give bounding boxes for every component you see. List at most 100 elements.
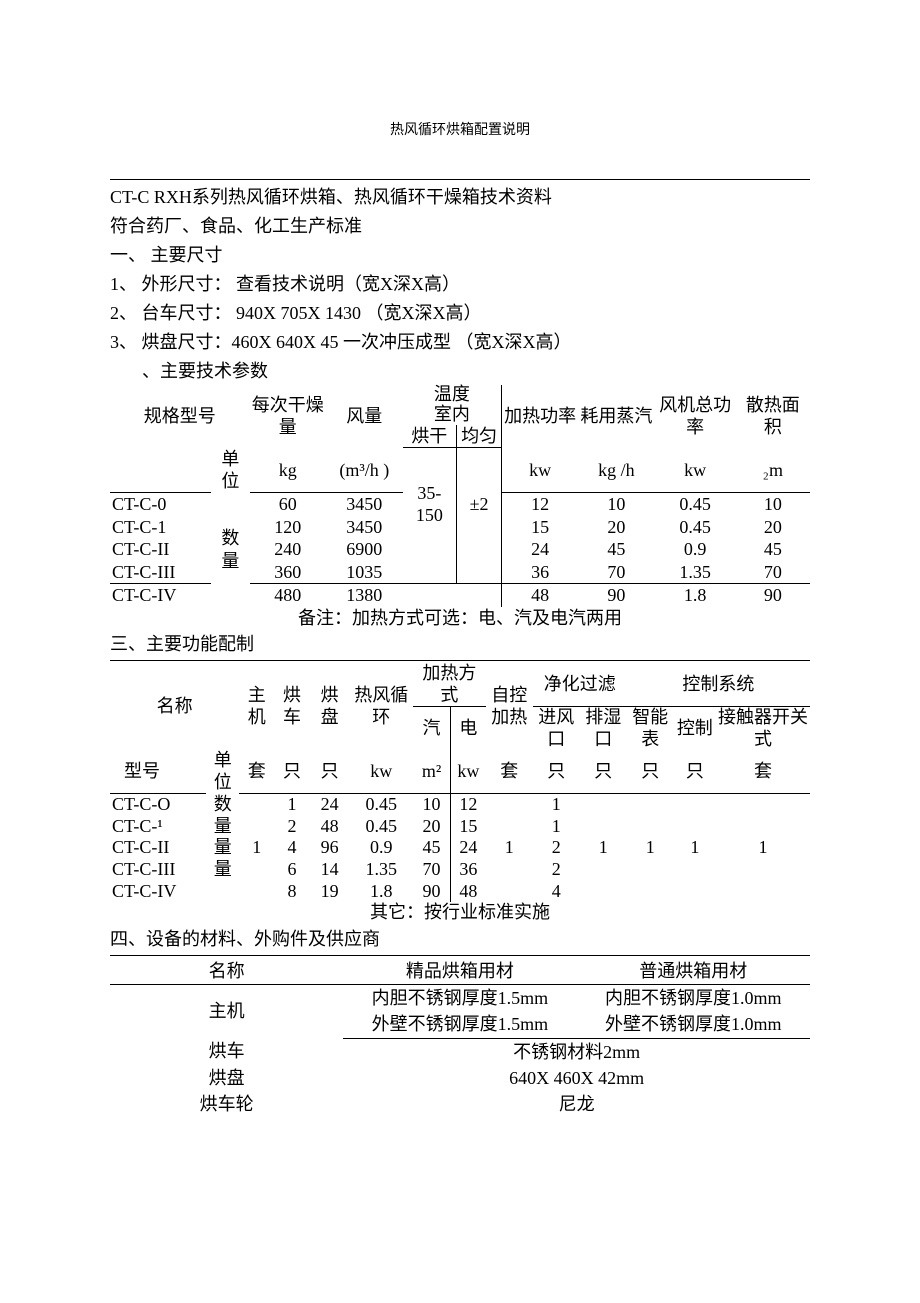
t2-u-outwet: 只 xyxy=(580,750,627,793)
t2-steam: 45 xyxy=(413,837,451,859)
t2-elec: 12 xyxy=(451,794,486,816)
t3-h-name: 名称 xyxy=(110,958,343,985)
divider-top xyxy=(110,179,810,180)
t2-inair: 1 xyxy=(533,816,580,838)
t2-h-auto: 自控加热 xyxy=(486,663,533,750)
t2-elec: 36 xyxy=(451,859,486,881)
t1-model: CT-C-IV xyxy=(110,584,211,607)
t1-area: 45 xyxy=(736,538,810,561)
t2-inair: 2 xyxy=(533,837,580,859)
t1-tempeven-val: ±2 xyxy=(457,448,502,561)
t2-h-ctrl2: 控制 xyxy=(674,707,716,751)
t1-hp: 36 xyxy=(502,561,579,584)
t2-model: CT-C-III xyxy=(110,859,206,881)
t1-qty-label: 数量 xyxy=(211,493,249,607)
t2-h-contact: 接触器开关式 xyxy=(716,707,810,751)
t2-h-tray: 烘盘 xyxy=(310,663,350,750)
t1-h-temp: 温度 室内 xyxy=(403,385,502,425)
t2-h-heatmode: 加热方式 xyxy=(413,663,486,707)
t1-footnote: 备注：加热方式可选：电、汽及电汽两用 xyxy=(110,607,810,630)
t2-host: 1 xyxy=(239,794,274,902)
t2-cart: 2 xyxy=(274,816,309,838)
intro-block: CT-C RXH系列热风循环烘箱、热风循环干燥箱技术资料 符合药厂、食品、化工生… xyxy=(110,184,810,385)
t2-model: CT-C-IV xyxy=(110,881,206,903)
t2-u-auto: 套 xyxy=(486,750,533,793)
t2-steam: 90 xyxy=(413,881,451,903)
doc-title: 热风循环烘箱配置说明 xyxy=(110,120,810,141)
divider-2 xyxy=(110,660,810,661)
t1-fan: 1.35 xyxy=(655,561,736,584)
t1-steam: 90 xyxy=(578,584,655,607)
t2-hot: 1.35 xyxy=(350,859,413,881)
t1-dry: 240 xyxy=(250,538,327,561)
t3-h-normal: 普通烘箱用材 xyxy=(577,958,810,985)
t1-steam: 70 xyxy=(578,561,655,584)
t1-air: 1380 xyxy=(326,584,403,607)
t3-r0-fine2: 外壁不锈钢厚度1.5mm xyxy=(343,1011,576,1038)
t1-empty xyxy=(110,448,211,493)
t2-h-elec: 电 xyxy=(451,707,486,751)
t2-u-steam: m² xyxy=(413,750,451,793)
t1-h-area: 散热面积 xyxy=(736,385,810,448)
t1-e2 xyxy=(457,584,502,607)
t1-hp: 12 xyxy=(502,493,579,516)
dim-line-1: 1、 外形尺寸： 查看技术说明（宽X深X高） xyxy=(110,271,810,298)
spec-table-1: 规格型号 每次干燥量 风量 温度 室内 加热功率 耗用蒸汽 风机总功率 散热面积… xyxy=(110,385,810,629)
t1-u-dry: kg xyxy=(250,448,327,493)
t1-h-tempeven: 均匀 xyxy=(457,425,502,448)
t1-dry: 120 xyxy=(250,516,327,539)
spec-table-2: 名称 主机 烘车 烘盘 热风循环 加热方式 自控加热 净化过滤 控制系统 汽 电… xyxy=(110,663,810,924)
t3-r1-val: 不锈钢材料2mm xyxy=(343,1038,810,1065)
t2-u-ctrl: 只 xyxy=(674,750,716,793)
t2-tray: 96 xyxy=(310,837,350,859)
t1-u-steam: kg /h xyxy=(578,448,655,493)
intro-line2: 符合药厂、食品、化工生产标准 xyxy=(110,213,810,240)
t2-h-ctrl: 控制系统 xyxy=(627,663,810,707)
t1-air: 1035 xyxy=(326,561,403,584)
t2-row-0: CT-C-O 数量 1 1 24 0.45 10 12 1 1 1 1 1 1 xyxy=(110,794,810,816)
t3-r0-fine: 内胆不锈钢厚度1.5mm xyxy=(343,985,576,1012)
t2-ctrl: 1 xyxy=(674,794,716,902)
t2-hot: 1.8 xyxy=(350,881,413,903)
t2-outwet: 1 xyxy=(580,794,627,902)
t2-inair: 2 xyxy=(533,859,580,881)
t3-r0-normal: 内胆不锈钢厚度1.0mm xyxy=(577,985,810,1012)
t2-steam: 70 xyxy=(413,859,451,881)
t2-qty-label: 数量 xyxy=(206,794,239,838)
t2-steam: 20 xyxy=(413,816,451,838)
page: 热风循环烘箱配置说明 CT-C RXH系列热风循环烘箱、热风循环干燥箱技术资料 … xyxy=(0,0,920,1303)
t1-air: 3450 xyxy=(326,516,403,539)
t2-h-name: 名称 xyxy=(110,663,239,750)
t1-model: CT-C-III xyxy=(110,561,211,584)
section3-title: 三、主要功能配制 xyxy=(110,631,810,658)
t1-dry: 480 xyxy=(250,584,327,607)
t2-model-label: 型号 xyxy=(110,750,206,793)
t1-e1 xyxy=(403,584,457,607)
t3-r0-normal2: 外壁不锈钢厚度1.0mm xyxy=(577,1011,810,1038)
t3-r3-name: 烘车轮 xyxy=(110,1091,343,1117)
t2-tray: 48 xyxy=(310,816,350,838)
t1-area: 70 xyxy=(736,561,810,584)
t2-h-host: 主机 xyxy=(239,663,274,750)
t1-h-fan: 风机总功率 xyxy=(655,385,736,448)
t1-steam: 45 xyxy=(578,538,655,561)
t1-hp: 24 xyxy=(502,538,579,561)
t2-unit-label: 单位 xyxy=(206,750,239,793)
t2-footnote: 其它：按行业标准实施 xyxy=(110,902,810,924)
t2-h-outwet: 排湿口 xyxy=(580,707,627,751)
t2-elec: 15 xyxy=(451,816,486,838)
t1-u-area: ₂m xyxy=(736,448,810,493)
t3-h-fine: 精品烘箱用材 xyxy=(343,958,576,985)
t1-area: 10 xyxy=(736,493,810,516)
t1-dummy xyxy=(403,561,457,584)
t1-h-heat: 加热功率 xyxy=(502,385,579,448)
t1-h-temp-top: 温度 xyxy=(434,384,470,404)
t2-tray: 19 xyxy=(310,881,350,903)
t2-h-purify: 净化过滤 xyxy=(533,663,627,707)
t2-hot: 0.45 xyxy=(350,794,413,816)
t1-dry: 60 xyxy=(250,493,327,516)
t2-elec: 24 xyxy=(451,837,486,859)
t2-cart: 8 xyxy=(274,881,309,903)
t2-u-elec: kw xyxy=(451,750,486,793)
t1-model: CT-C-II xyxy=(110,538,211,561)
